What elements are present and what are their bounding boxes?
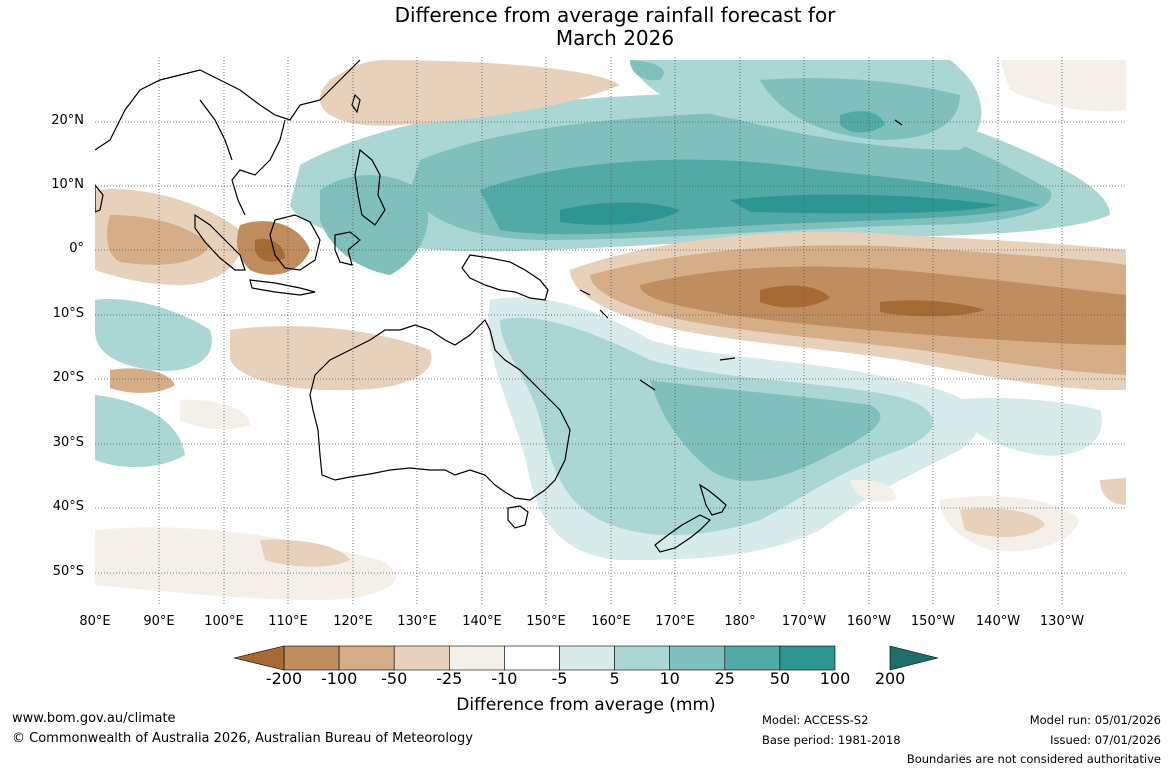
lon-label: 140°W — [975, 614, 1021, 629]
lon-label: 80°E — [79, 614, 111, 629]
website-link[interactable]: www.bom.gov.au/climate — [12, 711, 176, 726]
colorbar-label: -100 — [320, 669, 358, 688]
borneo-coast — [269, 214, 321, 271]
sulawesi-coast — [334, 231, 361, 266]
colorbar-label: 10 — [659, 669, 680, 688]
lat-label: 10°S — [52, 306, 84, 321]
australia-coast — [309, 318, 571, 501]
issued-text: Issued: 07/01/2026 — [1050, 733, 1161, 747]
colorbar-arrow-right — [889, 645, 939, 671]
lon-label: 150°W — [910, 614, 956, 629]
colorbar-cell — [338, 645, 395, 671]
wet-anomaly-itcz — [290, 60, 1110, 252]
lon-label: 140°E — [462, 614, 502, 629]
lon-label: 160°W — [846, 614, 892, 629]
base-period-text: Base period: 1981-2018 — [762, 733, 901, 747]
colorbar-label: 200 — [874, 669, 906, 688]
tasmania-coast — [507, 505, 529, 529]
sri-lanka-coast — [95, 184, 104, 213]
colorbar-cell — [724, 645, 781, 671]
dry-anomaly-equatorial — [95, 60, 1126, 600]
lon-label: 160°E — [591, 614, 631, 629]
colorbar-label: -50 — [381, 669, 408, 688]
graticule — [95, 57, 1126, 604]
java-coast — [249, 279, 316, 296]
pacific-islands — [579, 119, 903, 391]
new-guinea-coast — [461, 254, 549, 301]
colorbar-cell — [393, 645, 450, 671]
lon-label: 170°W — [781, 614, 827, 629]
colorbar-cell — [669, 645, 726, 671]
colorbar-label: 100 — [819, 669, 851, 688]
title-line-2: March 2026 — [555, 26, 675, 50]
new-zealand-south — [654, 514, 712, 553]
lat-label: 0° — [69, 241, 84, 256]
colorbar-cell — [283, 645, 340, 671]
title-line-1: Difference from average rainfall forecas… — [394, 3, 836, 27]
lon-label: 90°E — [143, 614, 175, 629]
lon-label: 130°W — [1039, 614, 1085, 629]
colorbar-cell — [559, 645, 615, 671]
lon-label: 100°E — [204, 614, 244, 629]
colorbar-cell — [504, 645, 560, 671]
lat-label: 50°S — [52, 564, 84, 579]
colorbar-title: Difference from average (mm) — [456, 695, 716, 715]
lon-label: 170°E — [655, 614, 695, 629]
new-zealand-north — [698, 483, 727, 516]
model-text: Model: ACCESS-S2 — [762, 713, 869, 727]
lat-label: 20°N — [51, 113, 84, 128]
sumatra-coast — [194, 213, 246, 271]
colorbar-cell — [448, 645, 505, 671]
colorbar-cell — [779, 645, 836, 671]
lat-label: 30°S — [52, 435, 84, 450]
colorbar-label: 5 — [609, 669, 620, 688]
colorbar-arrow-left — [233, 645, 285, 671]
colorbar-label: 50 — [769, 669, 791, 688]
lon-label: 130°E — [397, 614, 437, 629]
model-run-text: Model run: 05/01/2026 — [1029, 713, 1161, 727]
colorbar-label: -5 — [551, 669, 568, 688]
disclaimer-text: Boundaries are not considered authoritat… — [906, 752, 1161, 766]
lon-label: 180° — [724, 614, 756, 629]
colorbar-cell — [614, 645, 670, 671]
colorbar-label: -10 — [491, 669, 518, 688]
philippines-coast — [354, 148, 386, 226]
chart-title: Difference from average rainfall forecas… — [0, 4, 1173, 50]
copyright-text: © Commonwealth of Australia 2026, Austra… — [12, 731, 473, 746]
lon-label: 150°E — [526, 614, 566, 629]
colorbar-label: -25 — [436, 669, 463, 688]
mainland-asia — [95, 59, 361, 216]
taiwan-coast — [351, 93, 361, 114]
coastlines — [95, 59, 903, 553]
lon-label: 110°E — [268, 614, 308, 629]
lat-label: 20°S — [52, 370, 84, 385]
lat-label: 40°S — [52, 499, 84, 514]
lat-label: 10°N — [51, 177, 84, 192]
lon-label: 120°E — [333, 614, 373, 629]
colorbar-label: 25 — [714, 669, 735, 688]
rainfall-map — [95, 57, 1126, 604]
colorbar-label: -200 — [265, 669, 303, 688]
